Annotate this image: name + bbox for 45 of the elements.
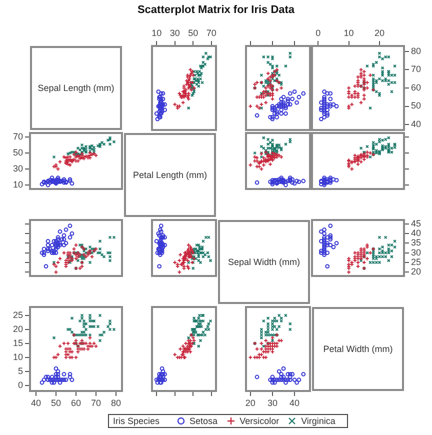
x-tick-label: 60 [70, 398, 82, 408]
x-tick-label: 40 [30, 398, 42, 408]
text: Scatterplot Matrix for Iris Data [136, 4, 296, 16]
text: Petal Width (mm) [323, 344, 393, 354]
y-tick-label: 10 [12, 179, 23, 190]
text: Petal Length (mm) [132, 170, 208, 180]
y-tick-label: 30 [12, 163, 23, 174]
text: Sepal Width (mm) [228, 257, 300, 267]
x-tick-label: 70 [206, 28, 216, 38]
x-tick-label: 0 [316, 28, 321, 38]
y-tick-label: 45 [411, 218, 422, 228]
y-tick-label: 25 [12, 310, 23, 320]
y-tick-label: 60 [411, 82, 422, 92]
y-tick-label: 5 [18, 366, 23, 376]
legend-label: Virginica [301, 416, 336, 426]
y-tick-label: 40 [411, 228, 422, 238]
y-tick-label: 10 [12, 352, 23, 362]
x-tick-label: 50 [50, 398, 62, 408]
y-tick-label: 35 [411, 238, 422, 248]
x-tick-label: 40 [290, 398, 300, 408]
x-tick-label: 10 [344, 28, 354, 38]
y-tick-label: 30 [411, 247, 422, 258]
y-tick-label: 25 [411, 256, 422, 267]
y-tick-label: 80 [411, 46, 422, 56]
x-tick-label: 50 [188, 28, 198, 38]
x-tick-label: 80 [110, 398, 122, 408]
x-tick-label: 30 [170, 28, 180, 38]
y-tick-label: 20 [12, 324, 23, 334]
y-tick-label: 70 [411, 64, 422, 74]
y-tick-label: 40 [411, 119, 422, 130]
y-tick-label: 70 [12, 131, 23, 142]
y-tick-label: 50 [411, 100, 422, 111]
x-tick-label: 70 [90, 398, 102, 408]
y-tick-label: 50 [12, 147, 23, 158]
legend-title: Iris Species [113, 416, 160, 426]
y-tick-label: 15 [12, 338, 23, 348]
y-tick-label: 0 [18, 380, 23, 390]
y-tick-label: 20 [411, 266, 422, 277]
legend-label: Setosa [190, 416, 218, 426]
x-tick-label: 20 [374, 28, 384, 38]
x-tick-label: 20 [245, 398, 256, 408]
x-tick-label: 30 [267, 398, 278, 408]
text: Sepal Length (mm) [38, 83, 114, 93]
x-tick-label: 10 [152, 28, 162, 38]
legend-label: Versicolor [240, 416, 280, 426]
